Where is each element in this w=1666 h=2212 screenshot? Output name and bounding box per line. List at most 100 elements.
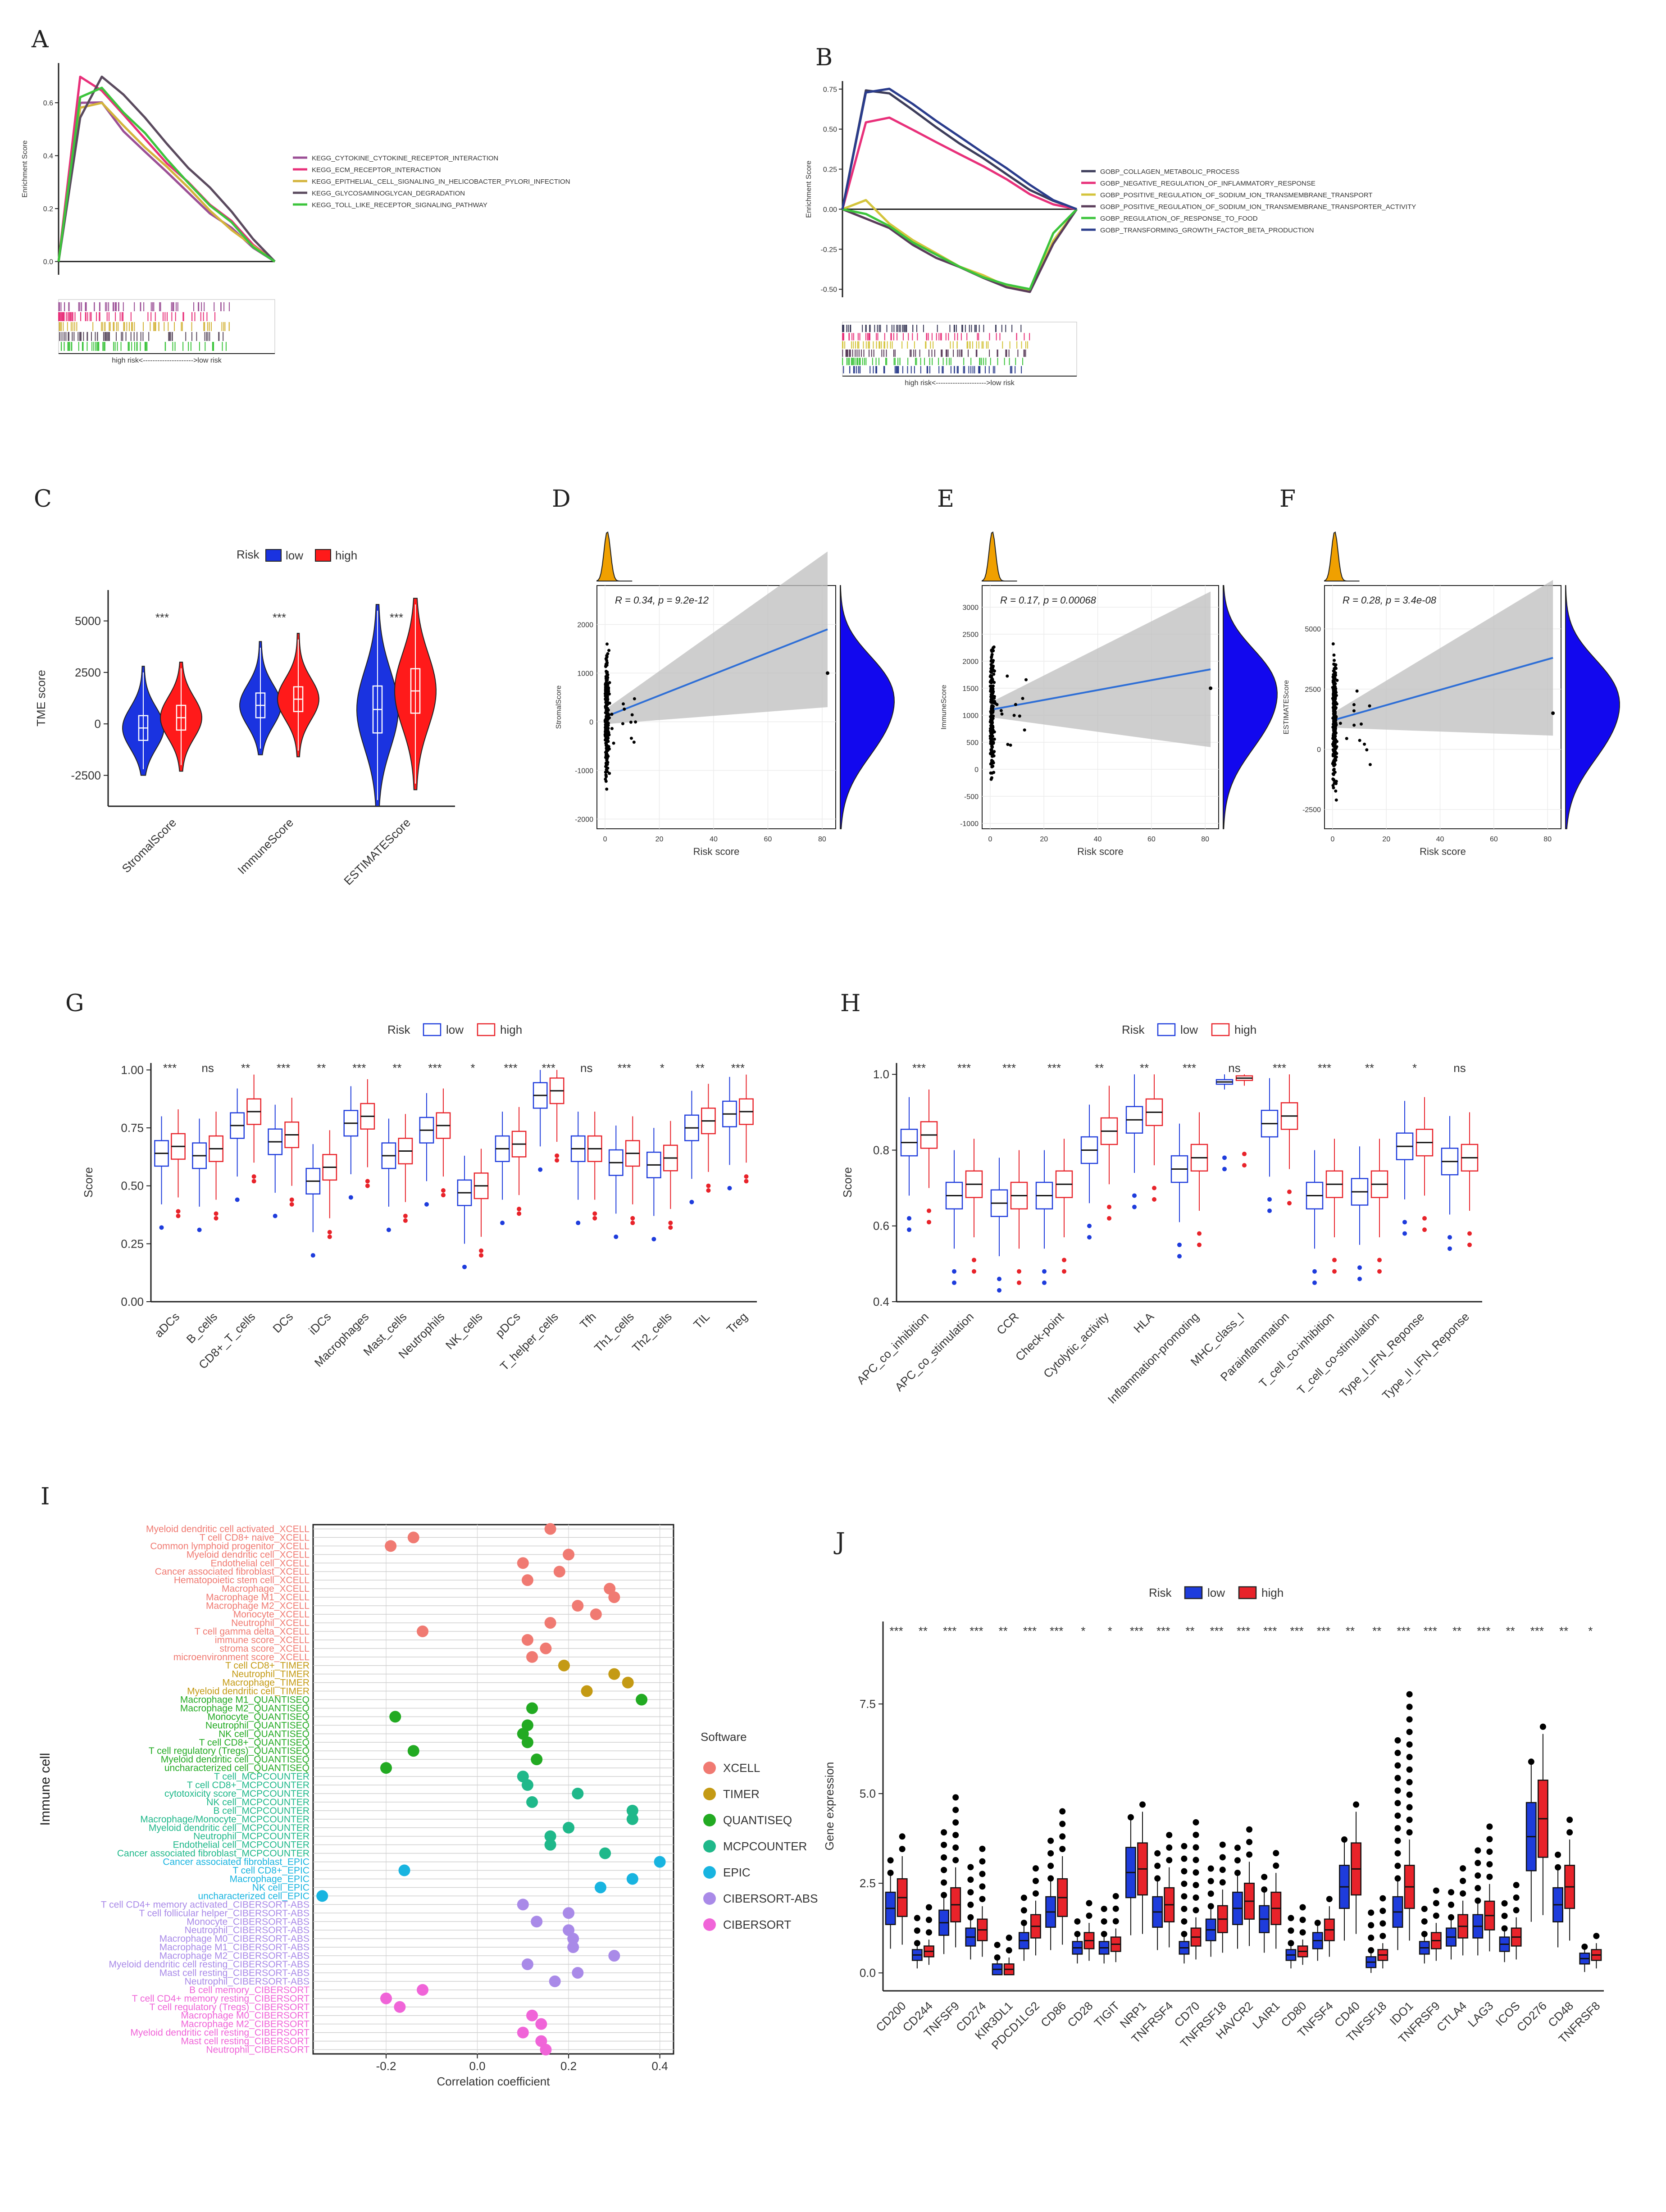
row-label: uncharacterized cell_QUANTISEQ — [164, 1763, 310, 1773]
correlation-dot — [521, 1574, 533, 1586]
outlier — [1486, 1873, 1493, 1880]
x-tick-label: pDCs — [493, 1310, 523, 1340]
y-axis-label: ESTIMATEScore — [1283, 680, 1290, 735]
y-tick-label: 2500 — [962, 631, 979, 639]
outlier — [952, 1280, 956, 1285]
outlier — [972, 1269, 976, 1274]
correlation-dot — [608, 1668, 620, 1680]
outlier — [1406, 1729, 1413, 1735]
outlier — [630, 1216, 635, 1221]
x-tick-label: Treg — [724, 1310, 750, 1336]
outlier — [1357, 1265, 1362, 1270]
y-tick-label: 5.0 — [860, 1787, 876, 1800]
sig-label: *** — [618, 1061, 631, 1075]
correlation-dot — [407, 1531, 419, 1544]
sig-label: ** — [1140, 1061, 1149, 1075]
outlier — [1448, 1889, 1455, 1896]
data-point — [1363, 742, 1366, 746]
correlation-dot — [544, 1830, 556, 1842]
legend-label: XCELL — [723, 1761, 760, 1775]
outlier — [1222, 1155, 1227, 1160]
sig-label: ** — [1559, 1624, 1568, 1638]
legend-key — [703, 1840, 716, 1853]
sig-label: * — [1081, 1624, 1085, 1638]
legend-low-label: low — [446, 1023, 464, 1036]
legend-key-high — [1238, 1586, 1257, 1599]
outlier — [979, 1845, 986, 1852]
sig-label: *** — [912, 1061, 926, 1075]
outlier — [1513, 1907, 1520, 1913]
x-tick-label: 60 — [1147, 836, 1156, 843]
outlier — [576, 1221, 581, 1226]
y-tick-label: 2.5 — [860, 1876, 876, 1890]
correlation-dot — [526, 1651, 538, 1663]
legend-key-high — [1211, 1023, 1230, 1036]
outlier — [592, 1211, 597, 1216]
outlier — [1139, 1801, 1146, 1808]
outlier — [914, 1927, 920, 1934]
outlier — [214, 1216, 218, 1221]
y-axis-label: Score — [841, 1167, 854, 1198]
data-point — [990, 656, 993, 659]
sig-label: *** — [428, 1061, 442, 1075]
data-point — [1334, 789, 1338, 793]
correlation-dot — [380, 1762, 392, 1774]
row-label: Monocyte_XCELL — [233, 1609, 310, 1620]
x-tick-label: 40 — [1436, 836, 1444, 843]
legend-key — [703, 1892, 716, 1905]
data-point — [1334, 710, 1337, 714]
correlation-dot — [544, 1523, 556, 1535]
sig-label: *** — [1050, 1624, 1063, 1638]
data-point — [1352, 723, 1356, 727]
y-tick-label: 0.0 — [43, 259, 53, 266]
correlation-dot — [626, 1813, 638, 1825]
sig-label: *** — [1263, 1624, 1277, 1638]
outlier — [1353, 1801, 1360, 1808]
panel-j-letter: J — [833, 1528, 845, 1555]
legend-key-low — [1157, 1023, 1176, 1036]
x-tick-label: ImmuneScore — [235, 816, 296, 877]
outlier — [1299, 1929, 1306, 1936]
row-label: Myeloid dendritic cell_TIMER — [187, 1686, 310, 1697]
outlier — [1152, 1197, 1156, 1202]
sig-label: ** — [241, 1061, 250, 1075]
legend-key-high — [315, 549, 331, 562]
x-tick-label: iDCs — [306, 1310, 333, 1337]
data-point — [990, 748, 993, 751]
sig-label: ** — [1365, 1061, 1374, 1075]
legend-high-label: high — [1234, 1023, 1256, 1036]
x-tick-label: -0.2 — [376, 2059, 396, 2073]
data-point — [605, 669, 608, 673]
outlier — [1528, 1758, 1534, 1765]
correlation-dot — [385, 1540, 397, 1552]
outlier — [952, 1819, 959, 1826]
x-tick-label: Type_II_IFN_Reponse — [1379, 1310, 1472, 1402]
outlier — [1394, 1749, 1401, 1756]
y-tick-label: 0.8 — [873, 1143, 889, 1157]
outlier — [1032, 1890, 1039, 1897]
data-point — [1023, 728, 1026, 732]
data-point — [604, 711, 607, 714]
data-point — [989, 693, 993, 696]
row-label: Cancer associated fibroblast_EPIC — [163, 1857, 310, 1867]
sig-label: *** — [390, 611, 403, 624]
sig-label: * — [1108, 1624, 1112, 1638]
outlier — [1394, 1850, 1401, 1857]
outlier — [1379, 1933, 1386, 1939]
outlier — [1107, 1204, 1111, 1209]
data-point — [1332, 704, 1336, 707]
data-point — [1332, 682, 1336, 686]
row-label: Neutrophil_CIBERSORT-ABS — [185, 1976, 310, 1987]
data-point — [608, 681, 611, 685]
legend-key — [703, 1788, 716, 1800]
y-tick-label: -2500 — [1302, 806, 1321, 814]
outlier — [1287, 1190, 1292, 1195]
data-point — [1358, 739, 1361, 742]
outlier — [668, 1225, 673, 1230]
y-tick-label: 0.75 — [121, 1121, 144, 1135]
data-point — [604, 761, 608, 765]
data-point — [1368, 704, 1371, 708]
outlier — [592, 1216, 597, 1221]
data-point — [629, 736, 633, 740]
outlier — [979, 1871, 986, 1877]
